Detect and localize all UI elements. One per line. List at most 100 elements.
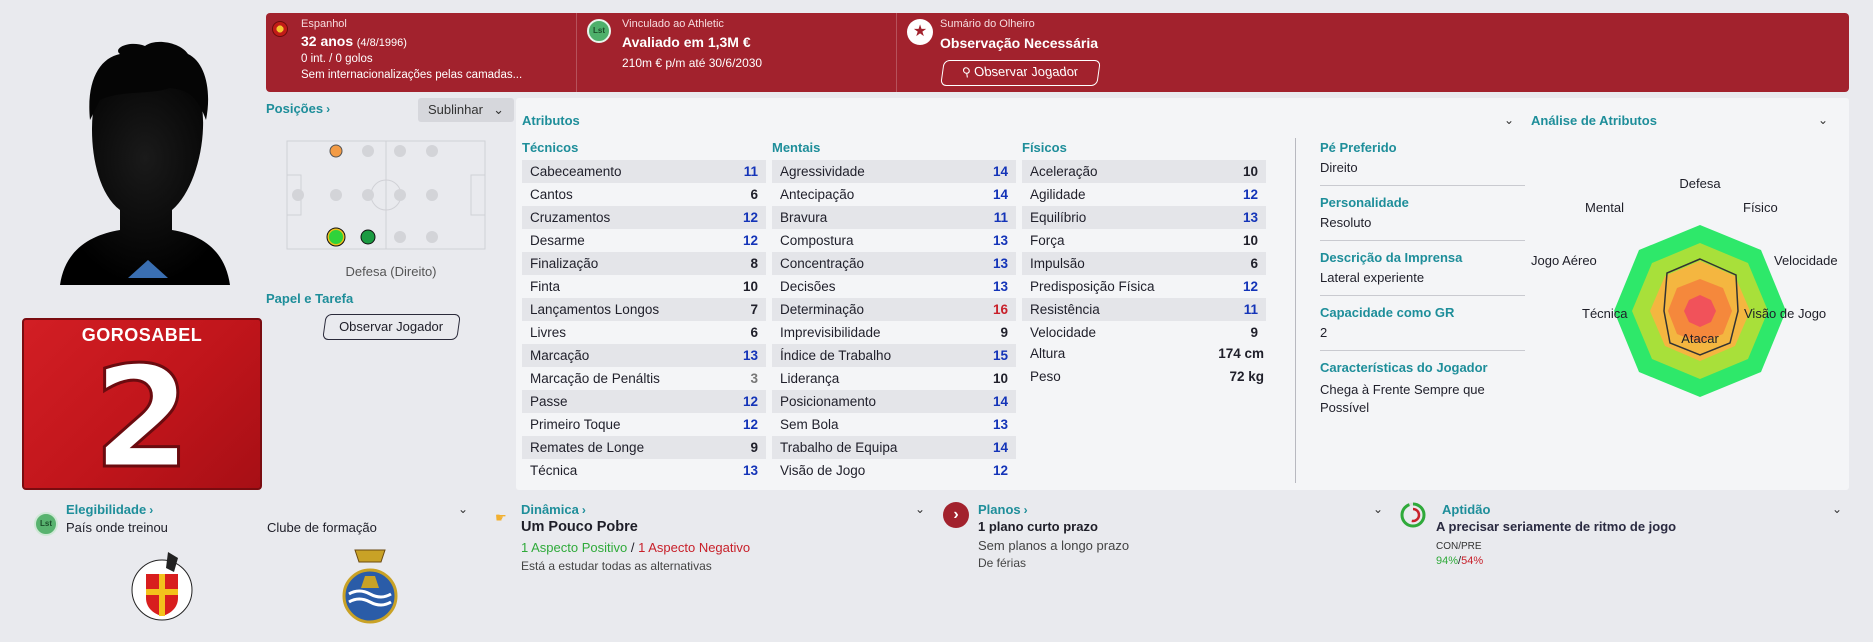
attribute-row[interactable]: Livres 6	[522, 321, 766, 344]
attribute-name: Sem Bola	[780, 417, 839, 432]
eligibility-panel: Lst Elegibilidade › País onde treinou Clu…	[30, 502, 470, 632]
attribute-value: 14	[992, 440, 1008, 455]
attribute-name: Remates de Longe	[530, 440, 645, 455]
attribute-row[interactable]: Agressividade 14	[772, 160, 1016, 183]
attribute-row[interactable]: Resistência 11	[1022, 298, 1266, 321]
attribute-row[interactable]: Desarme 12	[522, 229, 766, 252]
weight-value: 72 kg	[1229, 369, 1264, 384]
attribute-row[interactable]: Concentração 13	[772, 252, 1016, 275]
attribute-row[interactable]: Agilidade 12	[1022, 183, 1266, 206]
plans-chevron-down-icon[interactable]: ⌄	[1373, 502, 1384, 516]
attribute-row[interactable]: Primeiro Toque 12	[522, 413, 766, 436]
attributes-panel: Atributos ⌄ Técnicos Mentais Físicos Cab…	[516, 98, 1849, 490]
attribute-row[interactable]: Finta 10	[522, 275, 766, 298]
attribute-name: Resistência	[1030, 302, 1100, 317]
attribute-row[interactable]: Cruzamentos 12	[522, 206, 766, 229]
player-banner: Espanhol 32 anos (4/8/1996) 0 int. / 0 g…	[266, 13, 1849, 92]
attribute-value: 15	[992, 348, 1008, 363]
dynamics-title: Dinâmica	[521, 502, 579, 517]
valuation[interactable]: Avaliado em 1,3M €	[622, 34, 751, 50]
fitness-panel: Aptidão A precisar seriamente de ritmo d…	[1398, 502, 1842, 582]
listed-badge: Lst	[587, 19, 611, 43]
gk-value: 2	[1320, 325, 1328, 340]
separator	[1320, 350, 1525, 351]
attribute-row[interactable]: Índice de Trabalho 15	[772, 344, 1016, 367]
attribute-value: 14	[992, 164, 1008, 179]
attribute-name: Aceleração	[1030, 164, 1098, 179]
scout-player-button-2[interactable]: Observar Jogador	[322, 314, 461, 340]
scout-label: Sumário do Olheiro	[940, 18, 1035, 30]
radar-label-visao: Visão de Jogo	[1744, 306, 1827, 321]
attribute-name: Trabalho de Equipa	[780, 440, 898, 455]
fitness-chevron-down-icon[interactable]: ⌄	[1832, 502, 1843, 516]
attribute-row[interactable]: Cantos 6	[522, 183, 766, 206]
positive-aspects[interactable]: 1 Aspecto Positivo	[521, 540, 628, 555]
attribute-value: 11	[743, 164, 758, 179]
attribute-row[interactable]: Decisões 13	[772, 275, 1016, 298]
attribute-name: Técnica	[530, 463, 578, 478]
attribute-row[interactable]: Remates de Longe 9	[522, 436, 766, 459]
attribute-row[interactable]: Velocidade 9	[1022, 321, 1266, 344]
fitness-label: CON/PRE	[1436, 541, 1482, 552]
attribute-name: Determinação	[780, 302, 865, 317]
attribute-row[interactable]: Visão de Jogo 12	[772, 459, 1016, 482]
attribute-row[interactable]: Bravura 11	[772, 206, 1016, 229]
eligibility-chevron-down-icon[interactable]: ⌄	[458, 502, 469, 516]
attribute-row[interactable]: Compostura 13	[772, 229, 1016, 252]
traits-label[interactable]: Características do Jogador	[1320, 360, 1488, 375]
attribute-row[interactable]: Antecipação 14	[772, 183, 1016, 206]
traits-line-1: Chega à Frente Sempre que	[1320, 382, 1485, 397]
role-title[interactable]: Papel e Tarefa	[266, 291, 354, 306]
attribute-value: 11	[1243, 302, 1258, 317]
attribute-row[interactable]: Força 10	[1022, 229, 1266, 252]
real-sociedad-crest	[342, 549, 398, 624]
plans-arrow-icon: ›	[943, 502, 969, 528]
eligibility-link[interactable]: Elegibilidade ›	[66, 502, 153, 517]
attribute-name: Primeiro Toque	[530, 417, 621, 432]
negative-aspects[interactable]: 1 Aspecto Negativo	[638, 540, 751, 555]
radar-label-tecnica: Técnica	[1582, 306, 1628, 321]
fitness-title: Aptidão	[1442, 502, 1491, 517]
contract-label: Vinculado ao Athletic	[622, 18, 724, 30]
attribute-row[interactable]: Técnica 13	[522, 459, 766, 482]
highlight-dropdown[interactable]: Sublinhar ⌄	[418, 98, 514, 122]
attribute-row[interactable]: Lançamentos Longos 7	[522, 298, 766, 321]
attribute-row[interactable]: Finalização 8	[522, 252, 766, 275]
dynamics-chevron-down-icon[interactable]: ⌄	[915, 502, 926, 516]
analysis-chevron-down-icon[interactable]: ⌄	[1818, 113, 1829, 127]
dynamics-note: Está a estudar todas as alternativas	[521, 559, 712, 573]
attribute-row[interactable]: Liderança 10	[772, 367, 1016, 390]
plans-note: De férias	[978, 556, 1027, 570]
attribute-name: Antecipação	[780, 187, 855, 202]
positions-title: Posições	[266, 101, 324, 116]
attribute-row[interactable]: Imprevisibilidade 9	[772, 321, 1016, 344]
gk-label: Capacidade como GR	[1320, 305, 1455, 320]
youth-caps: Sem internacionalizações pelas camadas..…	[301, 69, 523, 81]
attribute-row[interactable]: Equilíbrio 13	[1022, 206, 1266, 229]
positions-link[interactable]: Posições ›	[266, 101, 330, 116]
dynamics-link[interactable]: Dinâmica ›	[521, 502, 586, 517]
attribute-row[interactable]: Trabalho de Equipa 14	[772, 436, 1016, 459]
attribute-name: Cantos	[530, 187, 573, 202]
fitness-con: 94%	[1436, 555, 1459, 567]
attribute-row[interactable]: Sem Bola 13	[772, 413, 1016, 436]
scout-player-button-label: Observar Jogador	[973, 64, 1080, 79]
attribute-row[interactable]: Posicionamento 14	[772, 390, 1016, 413]
attribute-name: Lançamentos Longos	[530, 302, 660, 317]
attribute-row[interactable]: Marcação 13	[522, 344, 766, 367]
spain-federation-crest	[131, 552, 193, 621]
attribute-row[interactable]: Passe 12	[522, 390, 766, 413]
chevron-right-icon: ›	[149, 503, 154, 517]
attribute-row[interactable]: Marcação de Penáltis 3	[522, 367, 766, 390]
attribute-row[interactable]: Determinação 16	[772, 298, 1016, 321]
attribute-row[interactable]: Aceleração 10	[1022, 160, 1266, 183]
attribute-row[interactable]: Predisposição Física 12	[1022, 275, 1266, 298]
attribute-row[interactable]: Cabeceamento 11	[522, 160, 766, 183]
plans-link[interactable]: Planos ›	[978, 502, 1028, 517]
separator	[1320, 295, 1525, 296]
attributes-chevron-down-icon[interactable]: ⌄	[1504, 113, 1515, 127]
scout-player-button[interactable]: ⚲ Observar Jogador	[940, 60, 1101, 86]
attribute-row[interactable]: Impulsão 6	[1022, 252, 1266, 275]
separator	[1320, 240, 1525, 241]
position-pitch[interactable]	[286, 140, 486, 250]
